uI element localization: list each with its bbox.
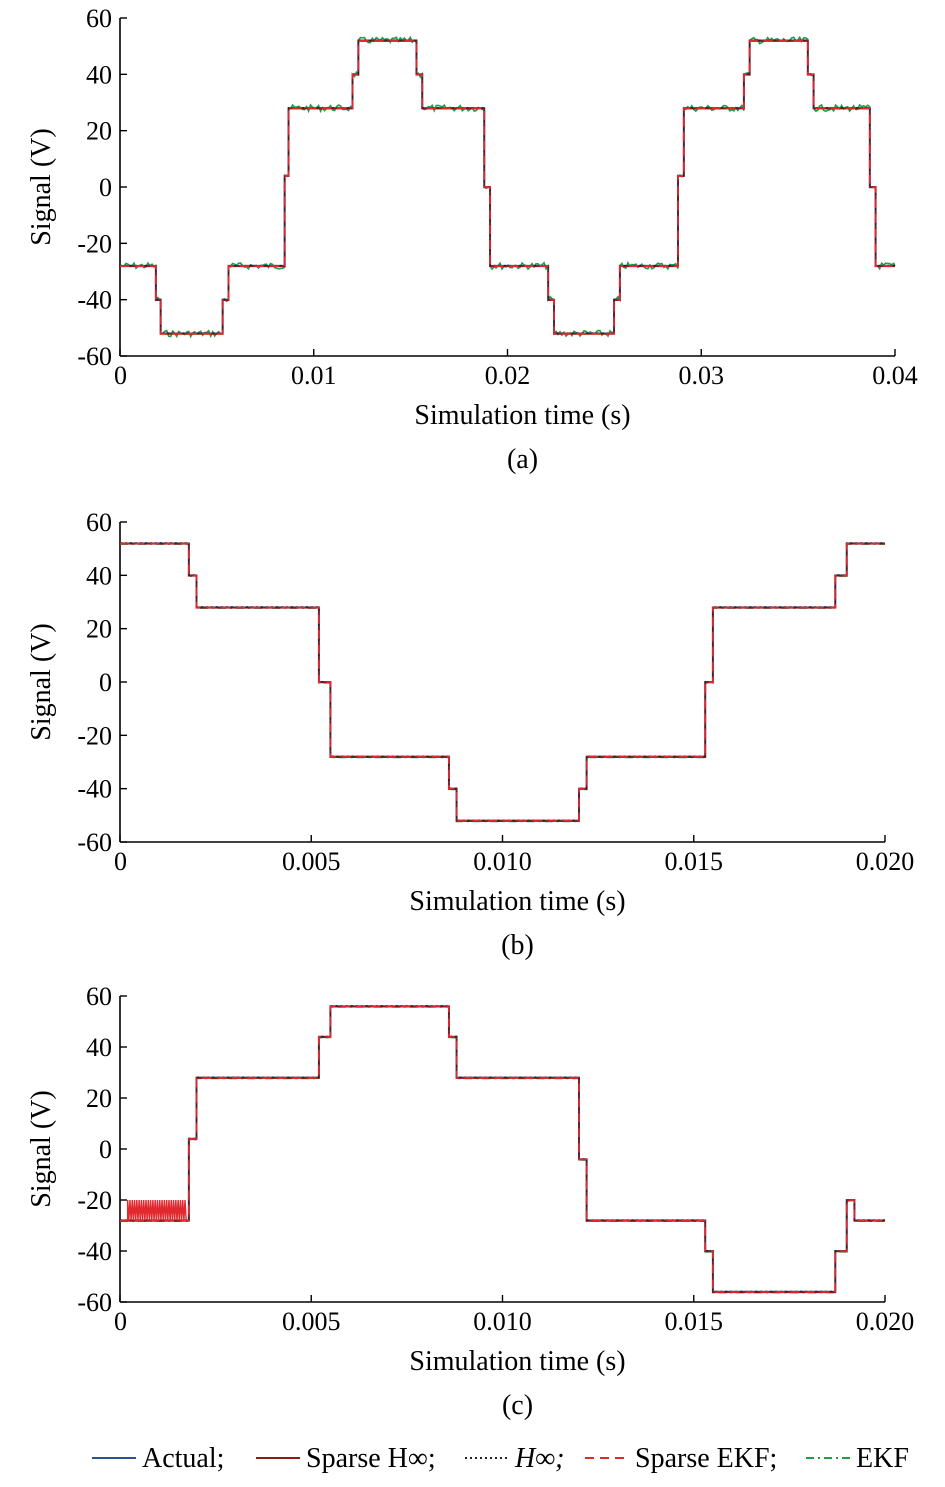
y-tick-label: -20 <box>77 1186 112 1215</box>
series-hinf-line <box>120 542 885 821</box>
x-tick-label: 0.015 <box>665 1307 724 1336</box>
y-tick-label: 60 <box>86 982 112 1011</box>
y-tick-label: -20 <box>77 721 112 750</box>
chart-panel-a: -60 -40 -20 0 20 40 60 0 0.01 0.02 0.03 0.04 Simulat… <box>26 4 918 475</box>
chart-panel-b: -60 -40 -20 0 20 40 60 0 0.005 0.010 0.015 0.020 Sim… <box>26 508 914 961</box>
legend-label-hinf: H∞; <box>514 1443 565 1474</box>
y-tick-label: -40 <box>77 775 112 804</box>
x-tick-label: 0.03 <box>679 361 725 390</box>
x-tick-label: 0.005 <box>282 1307 341 1336</box>
legend: Actual; Sparse H∞; H∞; Sparse EKF; EKF <box>92 1443 909 1474</box>
sparse-ekf-oscillation <box>126 1199 187 1221</box>
series-hinf-line <box>120 39 895 334</box>
y-tick-label: 20 <box>86 1084 112 1113</box>
y-tick-label: 40 <box>86 561 112 590</box>
x-tick-label: 0.02 <box>485 361 531 390</box>
y-tick-label: 60 <box>86 4 112 33</box>
series-ekf-line <box>119 35 896 339</box>
y-axis-title: Signal (V) <box>26 128 57 245</box>
panel-label: (a) <box>507 444 538 475</box>
chart-panel-c: -60 -40 -20 0 20 40 60 0 0.005 0.010 0.015 0.020 Sim… <box>26 982 914 1421</box>
x-tick-label: 0.005 <box>282 847 341 876</box>
y-tick-label: 20 <box>86 615 112 644</box>
legend-label-sparse_ekf: Sparse EKF; <box>635 1443 777 1474</box>
series-ekf-line <box>120 1006 885 1294</box>
x-axis-title: Simulation time (s) <box>409 886 625 917</box>
series-sparse-ekf-line <box>120 1005 885 1293</box>
x-tick-label: 0 <box>114 847 127 876</box>
y-tick-label: -20 <box>77 229 112 258</box>
y-tick-label: 0 <box>99 668 112 697</box>
x-tick-label: 0.010 <box>473 847 532 876</box>
series-actual-line <box>120 1005 885 1293</box>
y-tick-label: -60 <box>77 1288 112 1317</box>
series-hinf-line <box>120 1005 885 1293</box>
x-tick-label: 0.010 <box>473 1307 532 1336</box>
y-tick-label: 0 <box>99 173 112 202</box>
y-tick-label: 20 <box>86 117 112 146</box>
y-axis-title: Signal (V) <box>26 623 57 740</box>
y-tick-label: -40 <box>77 286 112 315</box>
x-tick-label: 0 <box>114 1307 127 1336</box>
legend-label-ekf: EKF <box>856 1443 909 1474</box>
x-axis-title: Simulation time (s) <box>409 1346 625 1377</box>
y-tick-label: 40 <box>86 1033 112 1062</box>
series-sparse-ekf-line <box>120 39 895 335</box>
y-tick-label: 0 <box>99 1135 112 1164</box>
y-tick-label: 60 <box>86 508 112 537</box>
y-axis-title: Signal (V) <box>26 1090 57 1207</box>
x-tick-label: 0.015 <box>665 847 724 876</box>
legend-label-actual: Actual; <box>142 1443 224 1474</box>
panel-label: (b) <box>501 930 534 961</box>
series-sparse-hinf-line <box>120 543 885 822</box>
x-tick-label: 0.01 <box>291 361 337 390</box>
x-tick-label: 0 <box>114 361 127 390</box>
series-actual-line <box>120 39 895 335</box>
series-sparse-hinf-line <box>120 40 895 335</box>
y-tick-label: 40 <box>86 60 112 89</box>
series-sparse-ekf-line <box>120 542 885 822</box>
y-tick-label: -40 <box>77 1237 112 1266</box>
y-tick-label: -60 <box>77 828 112 857</box>
x-axis-title: Simulation time (s) <box>414 400 630 431</box>
series-sparse-hinf-line <box>120 1005 885 1294</box>
series-actual-line <box>120 542 885 822</box>
panel-label: (c) <box>502 1390 533 1421</box>
legend-label-sparse_hinf: Sparse H∞; <box>306 1443 436 1474</box>
x-tick-label: 0.020 <box>856 1307 915 1336</box>
series-ekf-line <box>120 543 885 823</box>
x-tick-label: 0.04 <box>872 361 918 390</box>
x-tick-label: 0.020 <box>856 847 915 876</box>
y-tick-label: -60 <box>77 342 112 371</box>
